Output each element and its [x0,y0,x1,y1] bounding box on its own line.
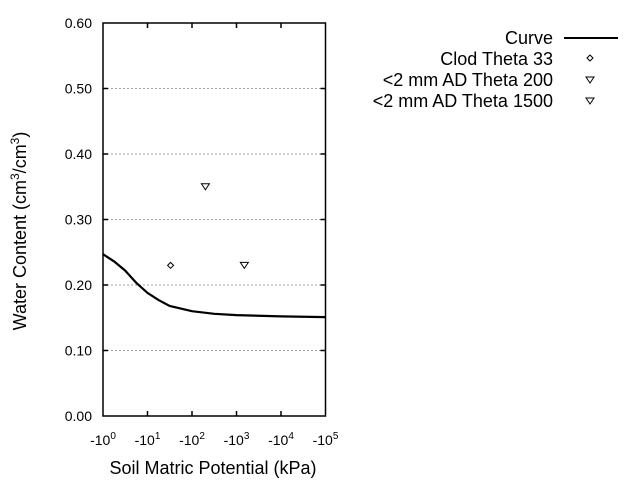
axis-ticks [103,23,326,416]
y-axis-title: Water Content (cm3/cm3) [8,132,30,331]
y-tick-label: 0.20 [65,277,92,293]
curve-line [102,253,326,319]
x-tick-label: -105 [313,431,339,448]
diamond-marker-icon [166,261,175,270]
triangle-down-marker-icon [200,183,211,191]
legend-diamond-icon [586,54,594,62]
x-tick-label: -103 [224,431,250,448]
legend-label-curve: Curve [505,28,553,48]
y-tick-label: 0.40 [65,146,92,162]
legend-label-theta1500: <2 mm AD Theta 1500 [373,91,553,111]
x-tick-label: -102 [179,431,205,448]
y-tick-label: 0.60 [65,15,92,31]
y-tick-label: 0.30 [65,212,92,228]
legend-label-clod: Clod Theta 33 [440,49,553,69]
legend: Curve Clod Theta 33 <2 mm AD Theta 200 <… [373,28,618,111]
legend-triangle-down-icon [585,97,595,105]
x-tick-label: -101 [135,431,161,448]
legend-label-theta200: <2 mm AD Theta 200 [383,70,553,90]
legend-triangle-down-icon [585,76,595,84]
triangle-down-marker-icon [239,261,250,270]
x-tick-labels: -100 -101 -102 -103 -104 -105 [90,431,339,448]
y-tick-label: 0.10 [65,343,92,359]
y-tick-label: 0.50 [65,81,92,97]
x-axis-title: Soil Matric Potential (kPa) [109,458,316,478]
y-tick-label: 0.00 [65,408,92,424]
y-gridlines [103,88,326,351]
y-tick-labels: 0.00 0.10 0.20 0.30 0.40 0.50 0.60 [65,15,92,424]
x-tick-label: -100 [90,431,116,448]
scatter-points [166,183,250,270]
x-tick-label: -104 [268,431,294,448]
curve-series [102,253,326,319]
